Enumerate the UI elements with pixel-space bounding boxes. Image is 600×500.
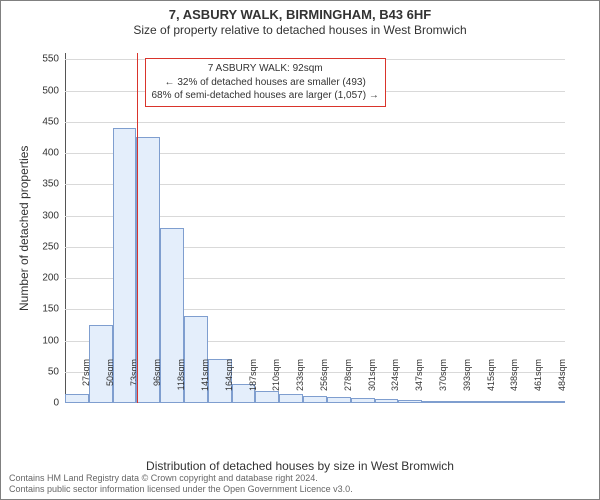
title-line-2: Size of property relative to detached ho…: [1, 23, 599, 38]
chart-titles: 7, ASBURY WALK, BIRMINGHAM, B43 6HF Size…: [1, 1, 599, 38]
histogram-bar: [541, 53, 565, 403]
reference-line: [137, 53, 138, 403]
histogram-bar: [65, 53, 89, 403]
histogram-bar: [113, 53, 137, 403]
title-line-1: 7, ASBURY WALK, BIRMINGHAM, B43 6HF: [1, 7, 599, 23]
y-tick-label: 450: [15, 116, 65, 127]
histogram-bar: [517, 53, 541, 403]
histogram-bar: [446, 53, 470, 403]
x-tick-label: 484sqm: [557, 359, 567, 409]
histogram-bar: [470, 53, 494, 403]
y-tick-label: 500: [15, 85, 65, 96]
x-axis-label: Distribution of detached houses by size …: [1, 459, 599, 473]
histogram-bar: [494, 53, 518, 403]
histogram-bar: [422, 53, 446, 403]
y-axis-label: Number of detached properties: [17, 146, 31, 311]
callout-box: 7 ASBURY WALK: 92sqm← 32% of detached ho…: [145, 58, 386, 107]
attribution-footer: Contains HM Land Registry data © Crown c…: [9, 473, 353, 495]
callout-line: 7 ASBURY WALK: 92sqm: [152, 62, 379, 76]
footer-line-1: Contains HM Land Registry data © Crown c…: [9, 473, 353, 484]
footer-line-2: Contains public sector information licen…: [9, 484, 353, 495]
histogram-bar: [89, 53, 113, 403]
y-tick-label: 50: [15, 366, 65, 377]
plot-area: 05010015020025030035040045050055027sqm50…: [65, 53, 565, 403]
callout-line: 68% of semi-detached houses are larger (…: [152, 89, 379, 103]
y-tick-label: 0: [15, 398, 65, 409]
histogram-bar: [398, 53, 422, 403]
figure-container: 7, ASBURY WALK, BIRMINGHAM, B43 6HF Size…: [0, 0, 600, 500]
y-tick-label: 550: [15, 54, 65, 65]
y-tick-label: 100: [15, 335, 65, 346]
callout-line: ← 32% of detached houses are smaller (49…: [152, 76, 379, 90]
